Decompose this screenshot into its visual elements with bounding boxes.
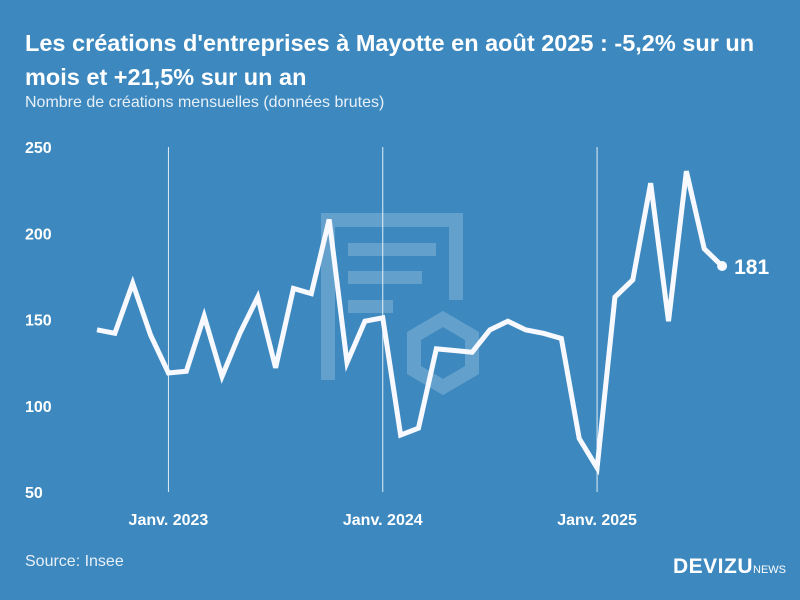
series-line	[96, 170, 724, 476]
logo-main: DEVIZU	[673, 555, 754, 578]
y-tick-label: 200	[25, 226, 52, 243]
x-tick-label: Janv. 2024	[343, 512, 423, 529]
y-tick-label: 50	[25, 485, 43, 502]
y-tick-label: 250	[25, 140, 52, 157]
chart-title: Les créations d'entreprises à Mayotte en…	[25, 30, 755, 90]
x-tick-label: Janv. 2025	[557, 512, 637, 529]
watermark-icon	[321, 213, 479, 396]
y-tick-label: 150	[25, 313, 52, 330]
data-point	[717, 261, 728, 272]
x-tick-label: Janv. 2023	[129, 512, 209, 529]
last-value-label: 181	[734, 256, 769, 279]
logo-suffix: NEWS	[753, 564, 787, 576]
source-text: Source: Insee	[25, 553, 124, 570]
devizu-logo: DEVIZUNEWS	[673, 555, 786, 579]
chart-subtitle: Nombre de créations mensuelles (données …	[25, 94, 385, 111]
y-tick-label: 100	[25, 399, 52, 416]
